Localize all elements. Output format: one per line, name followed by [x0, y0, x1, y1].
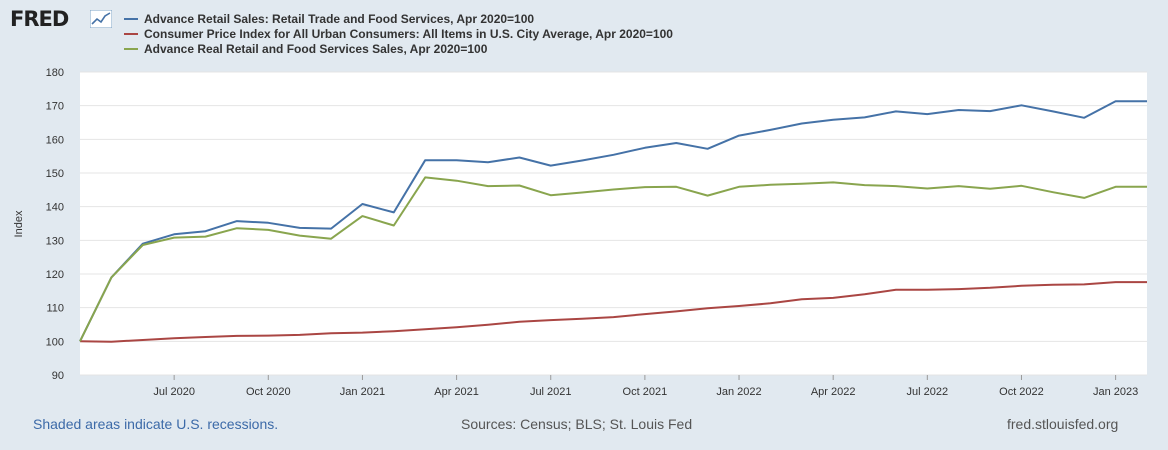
- series-line-0: [79, 100, 1147, 342]
- legend-label-retail-sales: Advance Retail Sales: Retail Trade and F…: [144, 12, 535, 26]
- y-tick-label-130: 130: [46, 235, 64, 247]
- y-tick-label-160: 160: [46, 134, 64, 146]
- x-tick-label-6: Jan 2022: [716, 386, 761, 398]
- x-tick-label-8: Jul 2022: [907, 386, 949, 398]
- legend-swatch-real-retail-sales: [124, 47, 138, 50]
- y-axis-label: Index: [13, 210, 25, 237]
- x-tick-label-3: Apr 2021: [434, 386, 479, 398]
- y-tick-label-120: 120: [46, 269, 64, 281]
- legend-item-cpi: Consumer Price Index for All Urban Consu…: [124, 27, 673, 41]
- sources-text: Sources: Census; BLS; St. Louis Fed: [461, 416, 693, 432]
- x-axis-ticks: Jul 2020 Oct 2020 Jan 2021 Apr 2021 Jul 2021…: [153, 375, 1138, 398]
- x-tick-label-10: Jan 2023: [1093, 386, 1138, 398]
- recession-note: Shaded areas indicate U.S. recessions.: [33, 416, 279, 432]
- y-tick-label-110: 110: [46, 303, 64, 315]
- series-line-2: [79, 176, 1147, 342]
- x-tick-label-5: Oct 2021: [623, 386, 668, 398]
- series-line-1: [79, 281, 1147, 343]
- y-axis-ticks: 90 100 110 120 130 140 150 160 170 180: [46, 67, 64, 382]
- plot-area: [80, 72, 1147, 375]
- x-tick-label-4: Jul 2021: [530, 386, 572, 398]
- legend-item-real-retail-sales: Advance Real Retail and Food Services Sa…: [124, 42, 487, 56]
- y-tick-label-150: 150: [46, 168, 64, 180]
- y-tick-label-180: 180: [46, 67, 64, 79]
- x-tick-label-2: Jan 2021: [340, 386, 385, 398]
- fred-logo: FRED: [10, 7, 69, 31]
- legend-swatch-retail-sales: [124, 17, 138, 20]
- x-tick-label-7: Apr 2022: [811, 386, 856, 398]
- legend-item-retail-sales: Advance Retail Sales: Retail Trade and F…: [124, 12, 534, 26]
- site-link[interactable]: fred.stlouisfed.org: [1007, 416, 1119, 432]
- legend-label-cpi: Consumer Price Index for All Urban Consu…: [144, 27, 673, 41]
- y-tick-label-140: 140: [46, 202, 64, 214]
- x-tick-label-9: Oct 2022: [999, 386, 1044, 398]
- y-tick-label-170: 170: [46, 101, 64, 113]
- series-lines: [79, 100, 1147, 343]
- x-tick-label-0: Jul 2020: [153, 386, 195, 398]
- legend-label-real-retail-sales: Advance Real Retail and Food Services Sa…: [144, 42, 488, 56]
- y-tick-label-90: 90: [52, 370, 64, 382]
- fred-chart-icon: [90, 10, 112, 28]
- gridlines: [80, 71, 1147, 376]
- y-tick-label-100: 100: [46, 336, 64, 348]
- x-tick-label-1: Oct 2020: [246, 386, 291, 398]
- legend-swatch-cpi: [124, 32, 138, 35]
